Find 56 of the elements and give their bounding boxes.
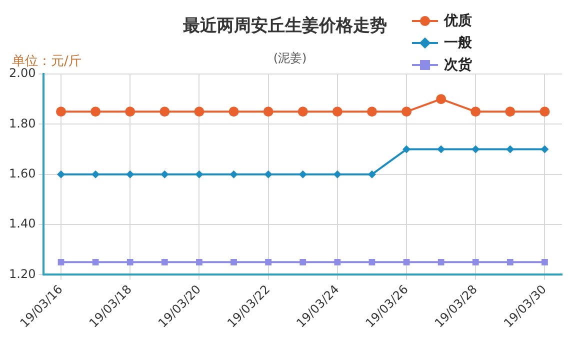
point [470, 106, 481, 117]
point [126, 258, 134, 266]
y-tick-label: 1.40 [9, 216, 36, 231]
point [264, 170, 272, 178]
point [92, 170, 100, 178]
point [505, 106, 516, 117]
point [56, 170, 65, 178]
point [334, 258, 341, 266]
y-tick-label: 1.20 [9, 266, 36, 281]
point [402, 106, 412, 117]
point [58, 258, 64, 266]
point [333, 170, 342, 178]
legend-label: 优质 [444, 12, 472, 30]
point [472, 258, 479, 266]
point [125, 106, 136, 117]
point [437, 145, 446, 154]
point [366, 106, 377, 117]
y-axis-title: 单位：元/斤 [12, 53, 82, 69]
point [195, 170, 204, 178]
point [161, 258, 168, 266]
point [368, 258, 376, 266]
point [196, 258, 202, 266]
point [438, 258, 444, 266]
point [126, 170, 134, 178]
point [540, 106, 550, 117]
point [194, 106, 204, 117]
point [403, 258, 410, 266]
point [160, 106, 170, 117]
chart-title: 最近两周安丘生姜价格走势 [183, 16, 387, 36]
point [160, 170, 169, 178]
point [540, 145, 549, 154]
point [298, 106, 308, 117]
point [472, 145, 480, 154]
y-tick-label: 2.00 [9, 66, 36, 80]
point [230, 170, 238, 178]
legend-label: 次货 [444, 56, 472, 74]
point [506, 145, 514, 154]
chart-subtitle: (泥姜) [273, 51, 307, 65]
point [56, 106, 66, 117]
point [402, 145, 411, 154]
point [332, 106, 342, 117]
point [542, 258, 548, 266]
y-tick-label: 1.80 [9, 116, 36, 130]
point [506, 258, 514, 266]
legend-label: 一般 [444, 34, 472, 52]
y-tick-label: 1.60 [9, 166, 36, 180]
point [368, 170, 376, 178]
point [300, 258, 306, 266]
point [263, 106, 274, 117]
point [230, 258, 237, 266]
point [228, 106, 239, 117]
point [298, 170, 307, 178]
point [92, 258, 99, 266]
point [90, 106, 101, 117]
point [265, 258, 272, 266]
point [436, 94, 446, 104]
